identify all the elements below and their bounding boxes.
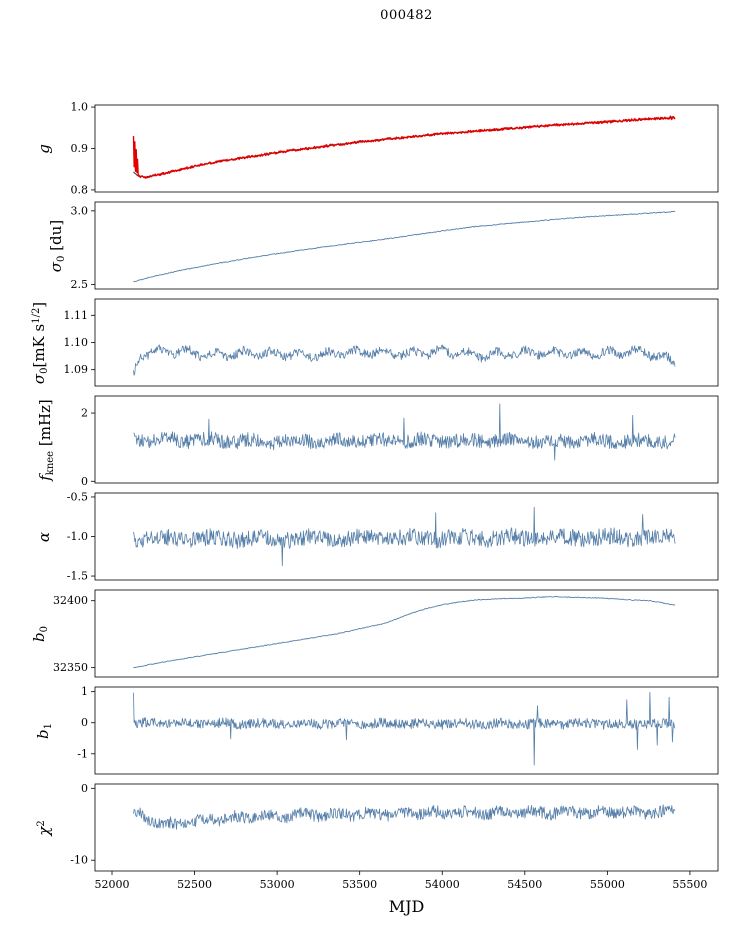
y-tick-label: 1.10 [64, 336, 89, 349]
panel-sigma0-du: 2.5 3.0 [71, 201, 719, 291]
series-alpha [133, 506, 676, 567]
y-axis-label-b1: b1 [34, 723, 54, 739]
y-axis-label-sigma0-mks: σ0[mK s1/2] [30, 301, 50, 383]
panel-frame-fknee [94, 395, 719, 484]
y-tick-label: 0.8 [71, 183, 89, 196]
series-b0 [133, 596, 676, 669]
x-tick-label: 55000 [590, 878, 625, 891]
y-tick-label: 1.0 [71, 101, 89, 114]
panel-g: 0.8 0.9 1.0 [71, 101, 719, 196]
y-tick-label: -1 [77, 747, 88, 760]
y-axis-label-part: 0 [56, 255, 67, 262]
x-tick-label: 53500 [342, 878, 377, 891]
x-axis-label: MJD [388, 897, 425, 916]
series-sigma0-du [133, 210, 676, 283]
y-axis-label-part: [mHz] [36, 398, 54, 451]
y-axis-label-part: knee [45, 450, 56, 475]
x-tick-label: 52500 [177, 878, 212, 891]
y-tick-label: 0 [81, 716, 88, 729]
y-axis-label-g: g [35, 144, 53, 154]
x-tick-label: 54000 [425, 878, 460, 891]
y-tick-label: -1.5 [67, 570, 88, 583]
panel-alpha: -1.5 -1.0 -0.5 [67, 490, 719, 583]
panel-frame-sigma0-mks [94, 298, 719, 387]
y-tick-label: 2 [81, 407, 88, 420]
y-tick-label: -0.5 [67, 490, 88, 503]
panel-frame-b0 [94, 589, 719, 678]
panel-b0: 32350 32400 [53, 589, 719, 678]
y-axis-label-part: σ [47, 261, 65, 272]
y-axis-label-part: b [34, 728, 52, 739]
y-tick-label: 3.0 [71, 204, 89, 217]
y-axis-label-chi2: χ2 [35, 820, 53, 835]
y-tick-label: 0 [81, 475, 88, 488]
series-gain-model [133, 116, 676, 178]
y-axis-label-part: ] [30, 301, 48, 308]
series-b1 [133, 691, 676, 766]
panel-b1: -1 0 1 [77, 685, 719, 775]
panel-chi2: -10 0 [70, 782, 719, 872]
y-axis-label-part: 0 [39, 625, 50, 632]
y-tick-label: 0.9 [71, 142, 89, 155]
panel-fknee: 02 [81, 395, 719, 488]
y-tick-label: 1 [81, 685, 88, 698]
y-tick-label: 1.11 [64, 309, 89, 322]
panel-frame-b1 [94, 686, 719, 775]
y-axis-label-alpha: α [35, 531, 53, 541]
x-tick-label: 52000 [95, 878, 130, 891]
y-axis-label-part: [mK s [30, 323, 48, 368]
y-axis-label-part: b [30, 631, 48, 642]
series-chi2 [133, 804, 676, 830]
x-tick-label: 53000 [260, 878, 295, 891]
y-axis-label-part: α [35, 531, 53, 542]
y-axis-label-part: 0 [39, 367, 50, 374]
panel-frame-sigma0-du [94, 201, 719, 290]
y-axis-label-part: σ [30, 373, 48, 384]
y-axis-label-fknee: fknee [mHz] [36, 399, 56, 481]
y-tick-label: -1.0 [67, 530, 88, 543]
panel-sigma0-mks: 1.09 1.10 1.11 [64, 298, 719, 387]
y-axis-label-part: [du] [47, 219, 65, 256]
panel-frame-chi2 [94, 783, 719, 872]
chart-title: 000482 [380, 8, 433, 23]
series-fknee [133, 403, 676, 461]
series-sigma0-mks [133, 344, 676, 376]
y-axis-label-part: g [35, 143, 53, 154]
y-tick-label: 1.09 [64, 363, 89, 376]
y-axis-label-part: 1/2 [31, 307, 42, 324]
y-tick-label: 32400 [53, 594, 88, 607]
y-axis-label-part: f [36, 474, 54, 481]
y-tick-label: 0 [81, 782, 88, 795]
y-axis-label-part: χ [35, 826, 53, 836]
y-axis-label-part: 2 [36, 819, 47, 827]
series-gain-data [132, 115, 676, 179]
y-tick-label: -10 [70, 854, 88, 867]
x-tick-label: 55500 [672, 878, 707, 891]
y-tick-label: 32350 [53, 661, 88, 674]
y-axis-label-part: 1 [43, 722, 54, 729]
x-tick-label: 54500 [507, 878, 542, 891]
panel-frame-g [94, 104, 719, 193]
y-tick-label: 2.5 [71, 278, 89, 291]
y-axis-label-b0: b0 [30, 626, 50, 642]
y-axis-label-sigma0-du: σ0 [du] [47, 219, 67, 271]
